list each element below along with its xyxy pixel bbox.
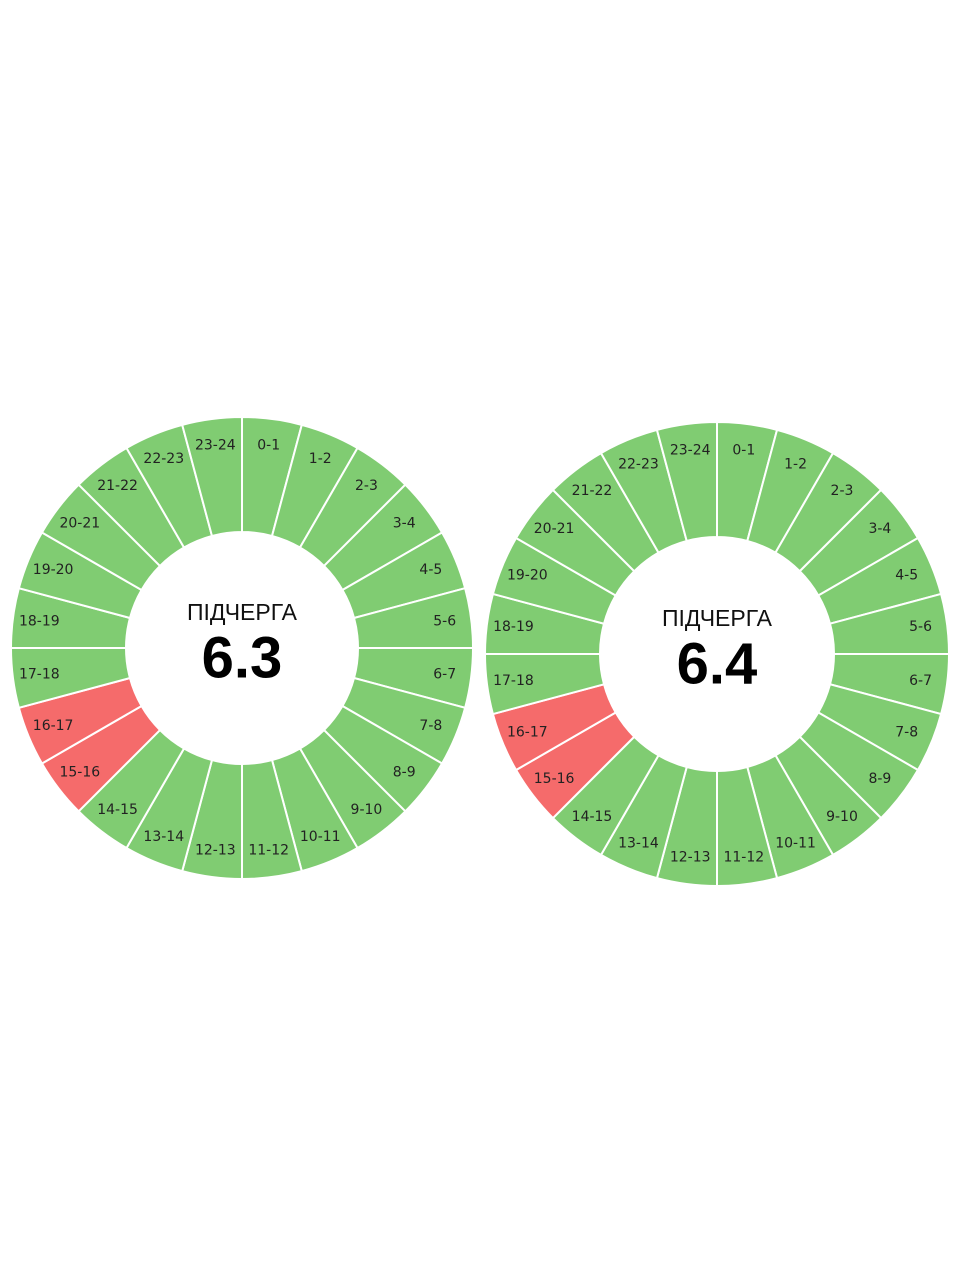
segment-label: 11-12: [723, 850, 764, 866]
segment-label: 9-10: [351, 802, 383, 818]
segment-label: 14-15: [572, 809, 613, 825]
segment-label: 4-5: [895, 567, 918, 583]
segment: [180, 415, 243, 538]
segment-label: 5-6: [909, 619, 932, 635]
segment-label: 8-9: [393, 764, 416, 780]
segment-label: 7-8: [419, 718, 442, 734]
segment-label: 21-22: [572, 483, 613, 499]
dial-title: ПІДЧЕРГА: [662, 605, 773, 631]
segment-label: 22-23: [143, 451, 184, 467]
segment-label: 10-11: [775, 836, 816, 852]
segment-label: 8-9: [868, 771, 891, 787]
segment-label: 16-17: [33, 718, 74, 734]
segment-label: 19-20: [33, 562, 74, 578]
segment-label: 4-5: [419, 562, 442, 578]
segment-label: 17-18: [493, 673, 534, 689]
segment-label: 22-23: [618, 456, 659, 472]
segment-label: 12-13: [670, 850, 711, 866]
segment-label: 21-22: [97, 478, 138, 494]
segment-label: 1-2: [784, 456, 807, 472]
segment-label: 10-11: [300, 829, 341, 845]
segment-label: 1-2: [309, 451, 332, 467]
segment-label: 23-24: [195, 437, 236, 453]
segment-label: 18-19: [493, 619, 534, 635]
segment-label: 7-8: [895, 725, 918, 741]
segment-label: 19-20: [507, 567, 548, 583]
dial-number: 6.4: [677, 631, 758, 696]
segment-label: 20-21: [534, 521, 575, 537]
segment-label: 20-21: [59, 516, 100, 532]
segment-label: 16-17: [507, 725, 548, 741]
segment-label: 17-18: [19, 667, 60, 683]
segment: [655, 420, 718, 543]
segment-label: 23-24: [670, 442, 711, 458]
dial-number: 6.3: [202, 625, 283, 690]
segment-label: 12-13: [195, 843, 236, 859]
segment-label: 14-15: [97, 802, 138, 818]
segment-label: 6-7: [909, 673, 932, 689]
segment-label: 2-3: [355, 478, 378, 494]
segment-label: 18-19: [19, 613, 60, 629]
segment-label: 9-10: [826, 809, 858, 825]
segment-label: 11-12: [248, 843, 289, 859]
segment-label: 15-16: [534, 771, 575, 787]
segment-label: 5-6: [433, 613, 456, 629]
segment-label: 2-3: [831, 483, 854, 499]
segment-label: 3-4: [393, 516, 416, 532]
segment-label: 0-1: [732, 442, 755, 458]
segment-label: 13-14: [618, 836, 659, 852]
segment-label: 0-1: [257, 437, 280, 453]
segment-label: 6-7: [433, 667, 456, 683]
segment-label: 3-4: [868, 521, 891, 537]
dial-title: ПІДЧЕРГА: [187, 599, 298, 625]
segment-label: 13-14: [143, 829, 184, 845]
segment-label: 15-16: [59, 764, 100, 780]
